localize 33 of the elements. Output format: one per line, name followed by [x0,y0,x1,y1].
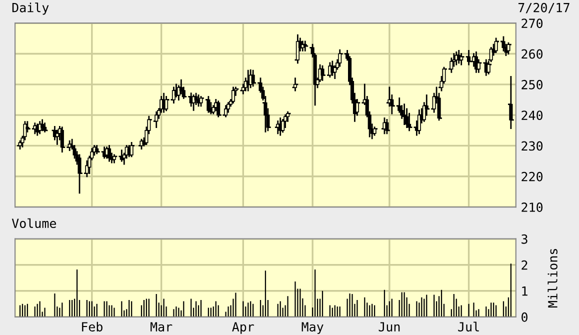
x-tick-label: Apr [232,322,254,334]
y-tick-label: 240 [522,110,543,120]
candlestick [489,46,493,62]
y-tick-label: 230 [522,141,543,151]
y-tick-label: 210 [522,202,543,212]
y-tick-label: 260 [522,49,543,59]
x-tick-label: Jun [378,322,400,332]
y-tick-label: 1 [522,286,528,296]
chart-title: Daily [12,2,49,15]
y-tick-label: 0 [522,312,528,322]
candlestick [372,126,376,136]
candlestick [18,140,22,150]
candlestick [293,78,298,92]
candlestick [494,38,498,53]
text: 7/20/17 [518,2,570,14]
y-tick-label: 270 [522,18,543,28]
x-tick-label: Feb [82,322,102,332]
y-tick-label: 220 [522,172,543,182]
candlestick [486,61,490,74]
candlestick [509,76,513,129]
y-axis-title: Millions [548,249,558,308]
candlestick [85,160,89,178]
y-tick-label: 3 [522,234,528,244]
candlestick [281,118,285,133]
chart-title: Volume [12,218,56,228]
candlestick [466,50,471,66]
y-tick-label: 250 [522,80,543,90]
x-tick-label: Jul [458,322,479,332]
candlestick [251,70,255,87]
y-tick-label: 2 [522,260,528,270]
candlestick [231,86,236,104]
x-tick-label: May [302,322,324,334]
x-tick-label: Mar [150,322,172,332]
